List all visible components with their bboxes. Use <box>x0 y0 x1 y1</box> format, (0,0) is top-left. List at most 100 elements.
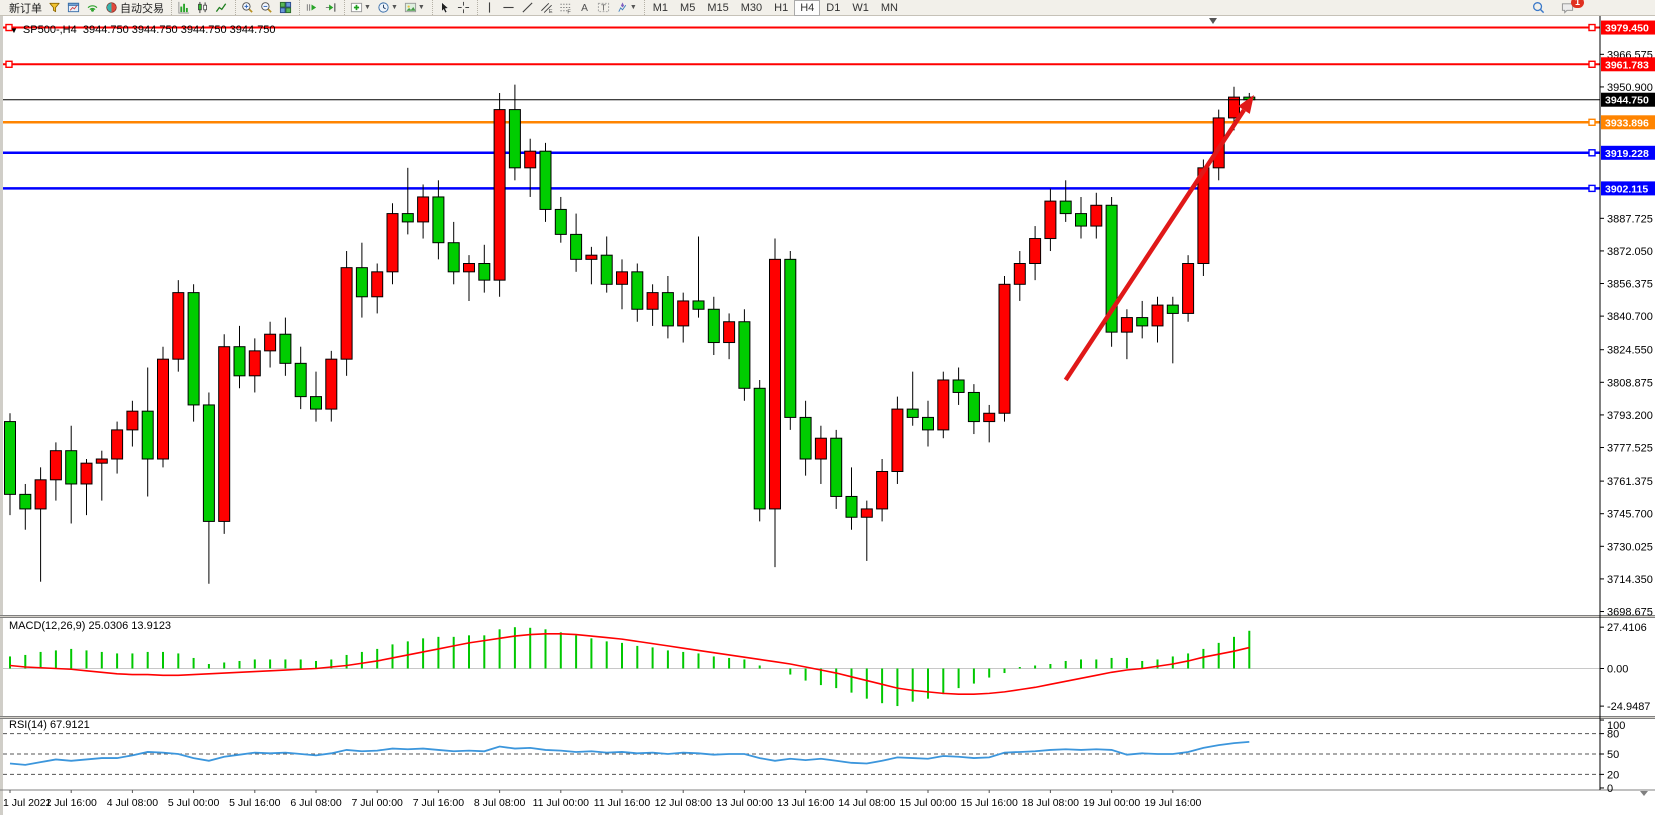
timeframe-d1-button[interactable]: D1 <box>826 1 841 14</box>
bar-chart-button[interactable] <box>174 1 193 15</box>
auto-trading-label: 自动交易 <box>120 2 164 15</box>
vertical-line-icon <box>488 2 490 13</box>
line-chart-button[interactable] <box>212 1 231 15</box>
auto-scroll-icon <box>306 4 317 11</box>
candlestick-chart-button[interactable] <box>193 1 212 15</box>
candle-body <box>631 271 644 310</box>
svg-text:A: A <box>581 3 588 14</box>
hline-handle[interactable] <box>5 60 13 68</box>
search-button[interactable] <box>1529 1 1548 15</box>
zoom-out-button[interactable] <box>257 1 276 15</box>
text-button[interactable]: A <box>575 1 594 15</box>
cursor-button[interactable] <box>435 1 454 15</box>
toolbar-group-draw-objects: E F A T ▼ <box>476 0 642 15</box>
panel-splitter[interactable] <box>0 615 1655 618</box>
macd-tick-label: -24.9487 <box>1607 701 1650 713</box>
crosshair-button[interactable] <box>454 1 473 15</box>
hline-handle[interactable] <box>1588 118 1596 126</box>
text-label-button[interactable]: T <box>594 1 613 15</box>
horizontal-line-objects[interactable] <box>3 23 1600 193</box>
templates-button[interactable]: ▼ <box>401 1 428 15</box>
add-indicator-button[interactable]: ▼ <box>347 1 374 15</box>
fibonacci-button[interactable]: F <box>556 1 575 15</box>
time-tick-label: 8 Jul 08:00 <box>474 797 526 809</box>
timeframe-h1-button[interactable]: H1 <box>774 1 789 14</box>
candle-body <box>1075 213 1087 227</box>
scrollbar-grip[interactable] <box>1640 791 1648 796</box>
zoom-in-button[interactable] <box>238 1 257 15</box>
auto-trading-button[interactable]: 自动交易 <box>102 1 167 15</box>
candle-body <box>371 271 384 298</box>
timeframe-h4-button[interactable]: H4 <box>794 0 821 16</box>
time-tick-label: 19 Jul 00:00 <box>1083 797 1140 809</box>
hline-handle[interactable] <box>1588 23 1596 32</box>
timeframe-mn-button[interactable]: MN <box>880 1 898 14</box>
timeframe-m15-button[interactable]: M15 <box>707 1 729 14</box>
trendline-button[interactable] <box>518 1 537 15</box>
panel-splitter[interactable] <box>0 716 1655 719</box>
chevron-down-icon[interactable]: ▼ <box>364 4 371 11</box>
new-order-label: 新订单 <box>9 2 42 15</box>
chart-shift-button[interactable] <box>321 1 340 15</box>
svg-text:E: E <box>549 9 553 14</box>
candle-body <box>340 267 353 360</box>
price-line-label-text: 3919.228 <box>1605 148 1649 160</box>
time-tick-label: 11 Jul 16:00 <box>594 797 651 809</box>
equidistant-channel-button[interactable]: E <box>537 1 556 15</box>
candle-body <box>355 267 368 298</box>
candle-body <box>1228 96 1240 119</box>
toolbar-group-zoom <box>235 0 297 15</box>
candlestick-series <box>4 84 1256 584</box>
chart-title[interactable]: ▼ SP500-,H4 3944.750 3944.750 3944.750 39… <box>10 24 276 36</box>
candle-body <box>294 362 307 398</box>
hline-handle[interactable] <box>5 23 13 32</box>
candle-body <box>478 263 491 281</box>
price-axis[interactable]: 3966.5753950.9003887.7253872.0503856.375… <box>1599 16 1655 795</box>
horizontal-line-button[interactable] <box>499 1 518 15</box>
price-line-label <box>1601 57 1655 72</box>
chart-dropdown-icon[interactable]: ▼ <box>10 26 18 35</box>
timeframe-m5-button[interactable]: M5 <box>680 1 696 14</box>
chevron-down-icon[interactable]: ▼ <box>390 4 398 11</box>
candlestick-chart-icon <box>198 1 207 14</box>
hline-handle[interactable] <box>1588 60 1596 68</box>
chart-shift-marker[interactable] <box>1209 18 1217 24</box>
candle-body <box>677 300 690 327</box>
fibonacci-icon: F <box>560 3 571 14</box>
candle-body <box>860 508 873 518</box>
trend-arrow-annotation[interactable] <box>1063 95 1254 382</box>
new-order-button[interactable]: 新订单 <box>4 1 45 15</box>
candle-body <box>753 387 766 510</box>
chevron-down-icon[interactable]: ▼ <box>417 4 425 11</box>
zoom-in-icon <box>242 2 253 13</box>
chat-button[interactable]: 1 <box>1558 0 1584 15</box>
signals-button[interactable] <box>83 1 102 15</box>
chart-window-button[interactable] <box>64 1 83 15</box>
timeframe-m30-button[interactable]: M30 <box>740 1 763 14</box>
rsi-pane[interactable] <box>3 733 1600 775</box>
templates-icon <box>404 2 416 13</box>
chevron-down-icon[interactable]: ▼ <box>629 4 637 11</box>
timeframe-w1-button[interactable]: W1 <box>852 1 869 14</box>
periods-button[interactable]: ▼ <box>374 1 401 15</box>
hline-handle[interactable] <box>1588 149 1596 157</box>
time-tick-label: 1 Jul 16:00 <box>46 797 98 809</box>
timeframe-m1-button[interactable]: M1 <box>652 1 669 14</box>
order-funnel-button[interactable] <box>45 1 64 15</box>
macd-tick-label: 27.4106 <box>1607 622 1647 634</box>
candle-body <box>891 408 904 472</box>
chart-background <box>0 15 1655 815</box>
price-tick-label: 3856.375 <box>1607 279 1653 291</box>
macd-pane[interactable] <box>3 627 1600 707</box>
hline-handle[interactable] <box>1588 184 1596 193</box>
vertical-line-button[interactable] <box>480 1 499 15</box>
horizontal-line-icon <box>503 6 514 9</box>
main-toolbar: 新订单 自动交易 ▼ ▼ ▼ E F A T ▼ M1 M5 M15 M30 H1 H4 D1 W1 MN 1 <box>0 0 1655 16</box>
candle-body <box>585 254 598 260</box>
tile-windows-button[interactable] <box>276 1 295 15</box>
auto-scroll-button[interactable] <box>302 1 321 15</box>
arrows-button[interactable]: ▼ <box>613 1 640 15</box>
